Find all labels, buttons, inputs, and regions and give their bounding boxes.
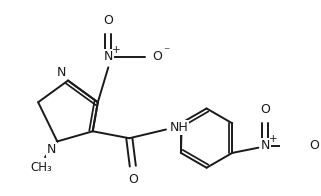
Text: O: O [103, 14, 113, 27]
Text: ⁻: ⁻ [320, 134, 321, 147]
Text: N: N [261, 139, 270, 152]
Text: N: N [104, 50, 113, 64]
Text: O: O [128, 173, 138, 186]
Text: O: O [309, 139, 319, 152]
Text: N: N [47, 143, 56, 156]
Text: N: N [57, 66, 66, 79]
Text: CH₃: CH₃ [31, 161, 52, 174]
Text: O: O [260, 103, 270, 116]
Text: NH: NH [169, 121, 188, 134]
Text: ⁻: ⁻ [163, 45, 169, 58]
Text: O: O [152, 50, 162, 64]
Text: +: + [269, 134, 278, 144]
Text: +: + [112, 45, 120, 55]
